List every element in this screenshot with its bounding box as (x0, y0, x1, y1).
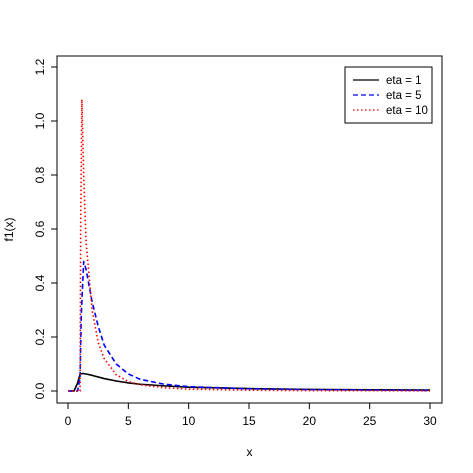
x-tick-label: 10 (182, 414, 196, 428)
legend-label-eta-10: eta = 10 (386, 105, 428, 117)
y-axis-title: f1(x) (2, 217, 16, 241)
x-tick-label: 25 (363, 414, 377, 428)
y-tick-label: 1.0 (33, 112, 47, 129)
series-line-eta-10 (68, 98, 431, 392)
legend-box (344, 66, 433, 124)
y-tick-label: 1.2 (33, 58, 47, 75)
y-tick-label: 0.4 (33, 274, 47, 291)
legend: eta = 1 eta = 5 eta = 10 (344, 66, 433, 124)
x-tick-label: 0 (65, 414, 72, 428)
y-tick-label: 0.6 (33, 220, 47, 237)
x-axis-title: x (247, 445, 253, 459)
y-tick-label: 0.0 (33, 382, 47, 399)
legend-label-eta-5: eta = 5 (386, 90, 422, 102)
y-tick-label: 0.2 (33, 328, 47, 345)
y-tick-label: 0.8 (33, 166, 47, 183)
series-line-eta-1 (68, 372, 431, 392)
x-tick-label: 20 (303, 414, 317, 428)
x-tick-label: 15 (242, 414, 256, 428)
x-tick-label: 5 (125, 414, 132, 428)
series-line-eta-5 (68, 260, 431, 392)
x-axis: 0 5 10 15 20 25 30 (65, 402, 437, 428)
y-axis: 0.0 0.2 0.4 0.6 0.8 1.0 1.2 (33, 58, 58, 399)
series-group (68, 98, 431, 392)
legend-label-eta-1: eta = 1 (386, 75, 422, 87)
x-tick-label: 30 (423, 414, 437, 428)
